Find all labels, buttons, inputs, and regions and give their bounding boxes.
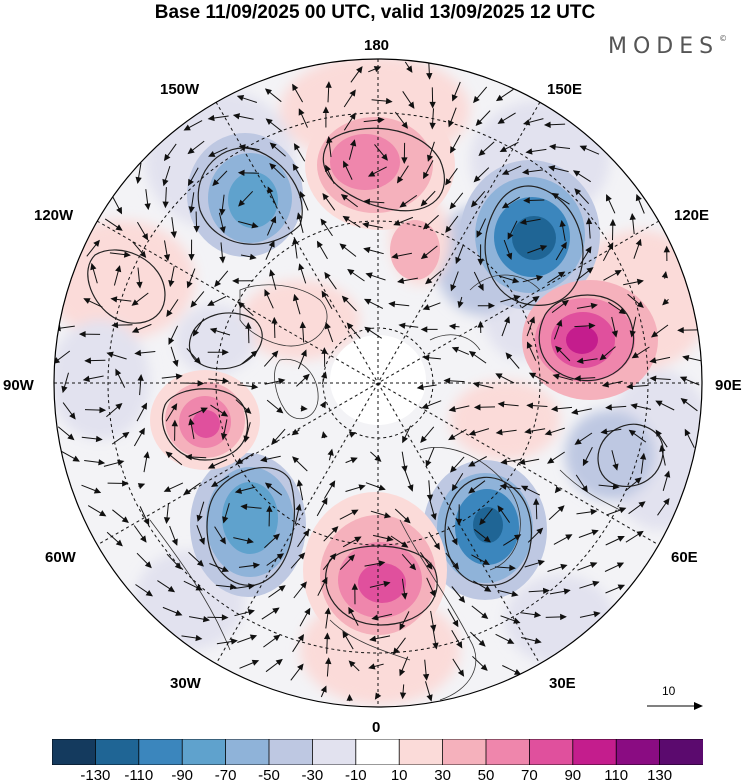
colorbar-swatch bbox=[226, 739, 270, 765]
colorbar-tick-label: -110 bbox=[124, 767, 153, 784]
colorbar-tick-label: 10 bbox=[391, 767, 408, 784]
colorbar-tick-label: -10 bbox=[345, 767, 367, 784]
colorbar-tick-label: 30 bbox=[434, 767, 451, 784]
colorbar-swatch bbox=[52, 739, 96, 765]
anomaly-blue-northwest bbox=[187, 133, 303, 257]
colorbar-tick-label: 110 bbox=[604, 767, 628, 784]
colorbar-tick-label: 70 bbox=[521, 767, 538, 784]
colorbar-swatch bbox=[269, 739, 313, 765]
anomaly-pink-east bbox=[522, 280, 658, 400]
lon-label-120w: 120W bbox=[34, 207, 73, 224]
colorbar-swatch bbox=[356, 739, 400, 765]
colorbar-tick-label: -90 bbox=[171, 767, 193, 784]
lon-label-150e: 150E bbox=[547, 81, 582, 98]
lon-label-90e: 90E bbox=[715, 377, 742, 394]
lon-label-150w: 150W bbox=[160, 81, 199, 98]
colorbar-tick-label: 90 bbox=[564, 767, 581, 784]
lon-label-30w: 30W bbox=[170, 675, 201, 692]
colorbar-swatch bbox=[139, 739, 183, 765]
lon-label-120e: 120E bbox=[674, 207, 709, 224]
lon-label-90w: 90W bbox=[3, 377, 34, 394]
lon-label-180: 180 bbox=[364, 37, 389, 54]
arrow-right-icon bbox=[647, 702, 703, 710]
colorbar-swatch bbox=[486, 739, 530, 765]
colorbar-swatch bbox=[182, 739, 226, 765]
colorbar-swatch bbox=[573, 739, 617, 765]
colorbar-tick-label: -50 bbox=[258, 767, 280, 784]
colorbar-swatch bbox=[312, 739, 356, 765]
colorbar-tick-label: -130 bbox=[80, 767, 110, 784]
lon-label-60e: 60E bbox=[671, 549, 698, 566]
map-disc bbox=[45, 55, 715, 715]
colorbar-swatch bbox=[443, 739, 487, 765]
reference-vector-label: 10 bbox=[662, 684, 675, 698]
colorbar bbox=[52, 739, 703, 765]
colorbar-tick-label: 50 bbox=[478, 767, 495, 784]
colorbar-tick-label: -30 bbox=[302, 767, 324, 784]
colorbar-swatch bbox=[399, 739, 443, 765]
colorbar-swatch bbox=[616, 739, 660, 765]
colorbar-tick-label: 130 bbox=[647, 767, 672, 784]
colorbar-swatch bbox=[660, 739, 703, 765]
lon-label-60w: 60W bbox=[45, 549, 76, 566]
colorbar-swatch bbox=[529, 739, 573, 765]
colorbar-swatch bbox=[95, 739, 139, 765]
lon-label-0: 0 bbox=[372, 719, 380, 736]
colorbar-tick-label: -70 bbox=[215, 767, 237, 784]
lon-label-30e: 30E bbox=[549, 675, 576, 692]
